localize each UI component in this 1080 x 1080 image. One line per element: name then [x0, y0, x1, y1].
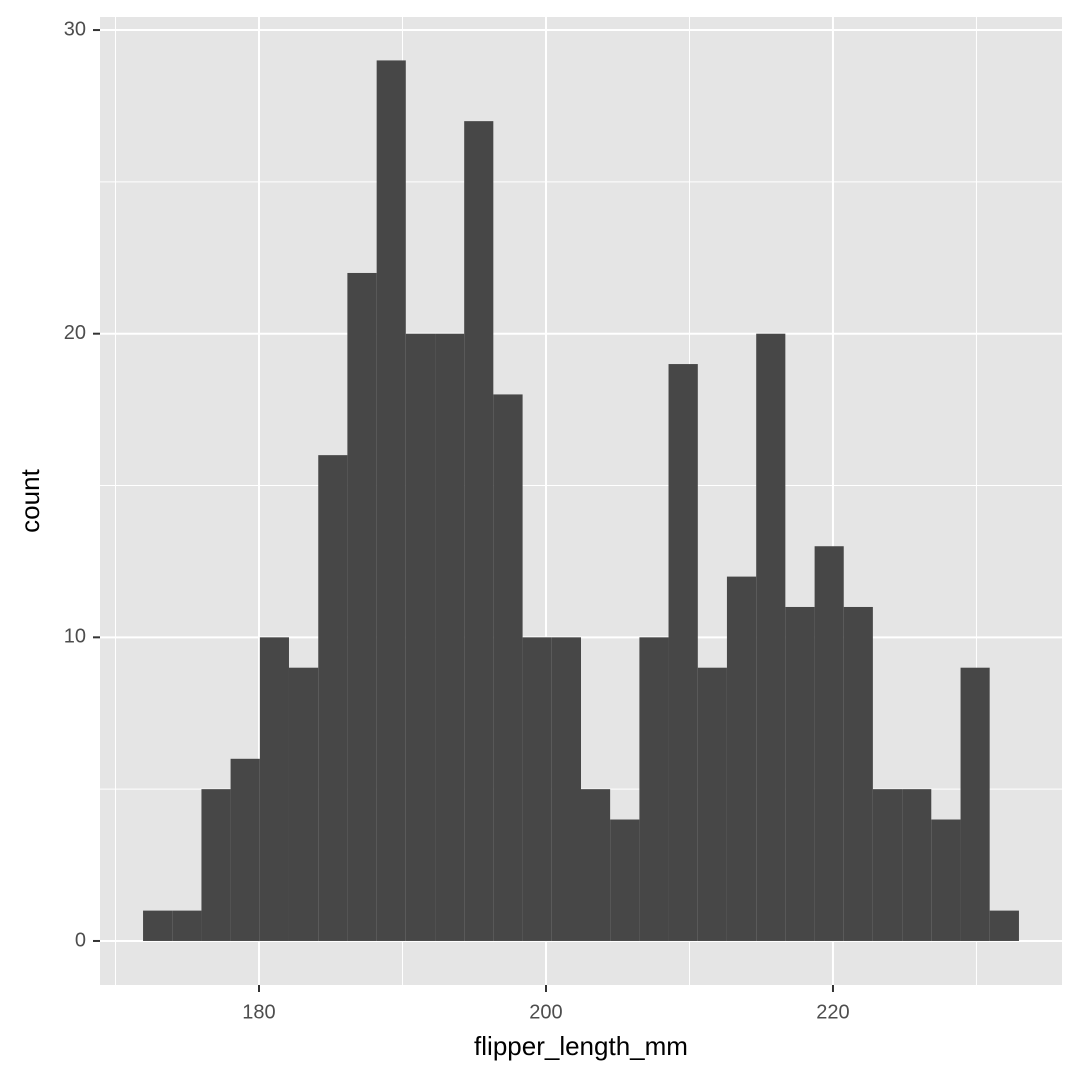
bar: [318, 455, 348, 941]
bar: [405, 333, 436, 941]
y-tick-label: 10: [64, 626, 86, 648]
x-tick-label: 180: [242, 1001, 275, 1023]
bar: [989, 910, 1019, 941]
bar: [230, 758, 260, 941]
bar: [697, 667, 727, 941]
bar: [143, 910, 173, 941]
bar: [435, 333, 465, 941]
x-tick-label: 220: [816, 1001, 849, 1023]
y-tick-label: 30: [64, 18, 86, 40]
x-tick-label: 200: [529, 1001, 562, 1023]
bar: [172, 910, 202, 941]
bar: [639, 637, 669, 941]
bar: [259, 637, 289, 941]
bar: [376, 60, 406, 941]
bar: [347, 272, 377, 941]
bar: [785, 606, 815, 941]
bar: [872, 789, 903, 941]
bar: [726, 576, 757, 941]
bar: [493, 394, 523, 941]
bar: [610, 819, 640, 941]
bar: [522, 637, 552, 941]
bar: [201, 789, 231, 941]
y-tick-label: 0: [75, 929, 86, 951]
bar: [960, 667, 990, 941]
bar: [931, 819, 961, 941]
bar: [843, 606, 873, 941]
bar: [814, 546, 844, 941]
bar: [464, 121, 494, 941]
bar: [581, 789, 611, 941]
bar: [288, 667, 319, 941]
bar: [668, 364, 698, 941]
bar: [902, 789, 932, 941]
bar: [756, 333, 786, 941]
y-axis-title: count: [15, 468, 45, 532]
x-axis-title: flipper_length_mm: [474, 1031, 688, 1061]
bar: [551, 637, 581, 941]
y-tick-label: 20: [64, 322, 86, 344]
